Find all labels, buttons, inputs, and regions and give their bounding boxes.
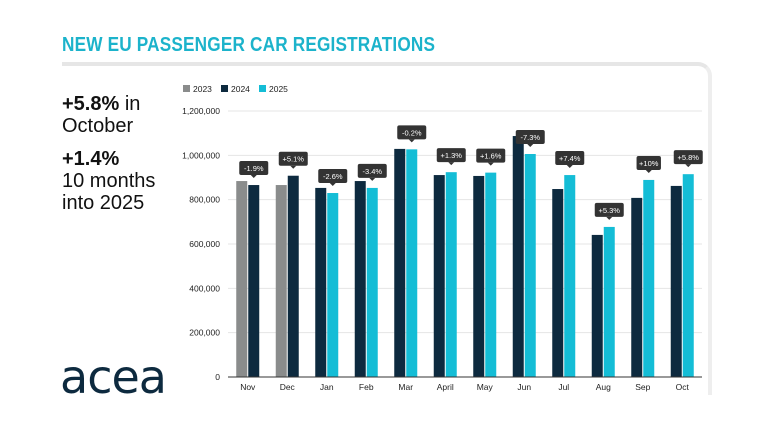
change-label-box (636, 155, 661, 170)
change-label-pointer (645, 169, 652, 173)
bar-2025-mar (406, 149, 418, 377)
x-tick-label: Jan (320, 382, 334, 392)
chart-title: NEW EU PASSENGER CAR REGISTRATIONS (62, 34, 436, 56)
change-label-pointer (250, 175, 257, 179)
change-label-pointer (566, 165, 573, 169)
y-tick-label: 1,000,000 (182, 150, 220, 160)
bar-2024-mar (394, 148, 406, 377)
ytd-stat: +1.4% 10 months into 2025 (62, 148, 155, 214)
y-tick-label: 0 (215, 372, 220, 382)
bar-2025-sep (643, 179, 655, 377)
bar-2024-april (433, 175, 445, 377)
change-label: +1.6% (480, 152, 502, 161)
y-tick-label: 1,200,000 (182, 106, 220, 116)
change-label: +1.3% (441, 151, 463, 160)
x-tick-label: Jun (517, 382, 531, 392)
bar-2025-oct (682, 174, 694, 377)
change-label-box (673, 150, 703, 165)
x-tick-label: Nov (240, 382, 256, 392)
bar-2025-jul (564, 175, 576, 377)
change-label-box (239, 161, 269, 176)
change-label-box (515, 130, 545, 145)
bar-2024-sep (631, 197, 643, 377)
bar-2024-feb (354, 181, 366, 377)
october-label: October (62, 115, 134, 137)
change-label-pointer (290, 165, 297, 169)
bar-2023-dec (275, 185, 287, 377)
bar-2024-jun (512, 136, 524, 377)
x-tick-label: Jul (558, 382, 569, 392)
bar-2025-may (485, 172, 497, 377)
bar-2024-may (473, 175, 485, 377)
legend-label-2025: 2025 (269, 84, 288, 94)
y-tick-label: 800,000 (189, 195, 220, 205)
change-label-pointer (527, 144, 534, 148)
x-tick-label: Dec (280, 382, 296, 392)
change-label: +5.8% (678, 153, 700, 162)
x-tick-label: Oct (676, 382, 690, 392)
bar-2025-aug (603, 226, 615, 377)
change-label-pointer (329, 183, 336, 187)
chart-frame (62, 62, 712, 395)
bar-2025-april (445, 172, 457, 377)
y-tick-label: 600,000 (189, 239, 220, 249)
change-label-pointer (685, 164, 692, 168)
change-label-box (555, 151, 585, 166)
change-label: +7.4% (559, 154, 581, 163)
bar-2024-aug (591, 234, 603, 377)
x-tick-label: Mar (398, 382, 413, 392)
change-label-box (594, 202, 624, 217)
change-label: -0.2% (402, 128, 422, 137)
change-label-box (357, 163, 387, 178)
bar-2023-nov (236, 181, 248, 377)
change-label-pointer (448, 162, 455, 166)
change-label: -2.6% (323, 172, 343, 181)
change-label: +5.1% (283, 155, 305, 164)
change-label-pointer (606, 216, 613, 220)
x-tick-label: Feb (359, 382, 374, 392)
y-tick-label: 200,000 (189, 328, 220, 338)
october-change: +5.8% (62, 93, 120, 115)
bar-2025-jan (327, 193, 339, 377)
bar-2024-nov (248, 185, 260, 377)
acea-logo: acea (60, 350, 167, 404)
bar-2025-jun (524, 154, 536, 377)
change-label: -1.9% (244, 164, 264, 173)
ytd-change: +1.4% (62, 148, 120, 170)
change-label: -3.4% (362, 167, 382, 176)
change-label-box (436, 148, 466, 163)
bar-2024-jul (552, 189, 564, 377)
x-tick-label: Aug (596, 382, 611, 392)
change-label-pointer (487, 162, 494, 166)
bar-2024-oct (670, 185, 682, 377)
legend-swatch-2025 (259, 85, 266, 92)
change-label-box (278, 151, 308, 166)
x-tick-label: April (437, 382, 454, 392)
change-label: -7.3% (520, 133, 540, 142)
ytd-line3: into 2025 (62, 192, 145, 214)
legend-label-2024: 2024 (231, 84, 250, 94)
change-label: +10% (639, 159, 659, 168)
change-label: +5.3% (599, 206, 621, 215)
x-tick-label: May (477, 382, 494, 392)
change-label-pointer (369, 177, 376, 181)
bar-2024-dec (287, 175, 299, 377)
october-stat: +5.8% in October (62, 93, 140, 137)
change-label-box (476, 148, 506, 163)
bar-2025-feb (366, 187, 378, 377)
change-label-box (397, 125, 427, 140)
ytd-line2: 10 months (62, 170, 156, 192)
change-label-box (318, 169, 348, 184)
legend-swatch-2023 (183, 85, 190, 92)
y-tick-label: 400,000 (189, 283, 220, 293)
x-tick-label: Sep (635, 382, 650, 392)
change-label-pointer (408, 139, 415, 143)
legend-label-2023: 2023 (193, 84, 212, 94)
october-in: in (119, 93, 141, 115)
legend-swatch-2024 (221, 85, 228, 92)
bar-2024-jan (315, 187, 327, 377)
